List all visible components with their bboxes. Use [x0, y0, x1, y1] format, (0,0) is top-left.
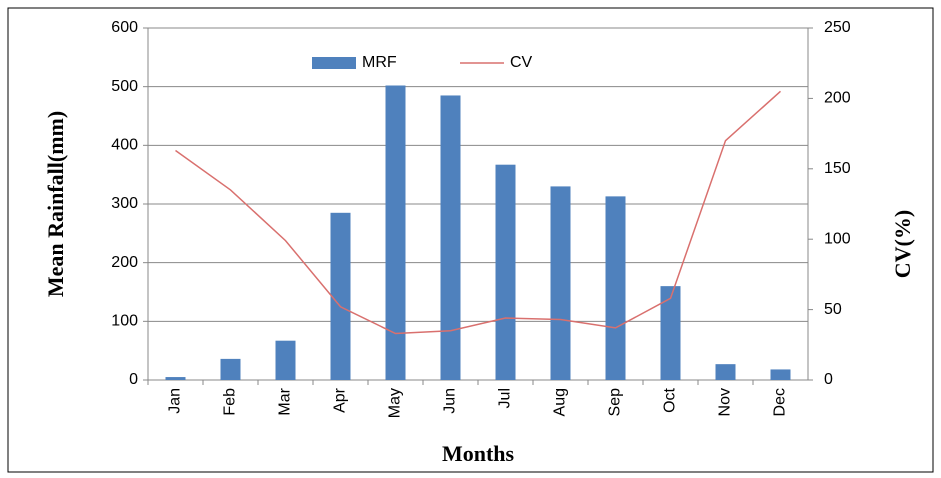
y-tick-label: 400 — [111, 137, 138, 154]
bar — [715, 364, 736, 380]
y-tick-label: 0 — [129, 371, 138, 388]
x-tick-label: Nov — [717, 388, 734, 416]
bar — [660, 286, 681, 380]
y-tick-label: 200 — [111, 254, 138, 271]
bar — [605, 196, 626, 380]
x-tick-label: Jun — [442, 388, 459, 414]
legend-label: CV — [510, 54, 533, 71]
y2-tick-label: 50 — [824, 301, 842, 318]
x-tick-label: Feb — [222, 388, 239, 416]
y-tick-label: 500 — [111, 78, 138, 95]
bar — [220, 358, 241, 380]
legend-swatch — [312, 57, 356, 69]
y-tick-label: 100 — [111, 313, 138, 330]
y2-tick-label: 150 — [824, 160, 851, 177]
y2-tick-label: 0 — [824, 371, 833, 388]
bar — [385, 85, 406, 380]
x-tick-label: Mar — [277, 387, 294, 415]
bar — [165, 377, 186, 380]
y-tick-label: 300 — [111, 195, 138, 212]
y2-tick-label: 200 — [824, 90, 851, 107]
line — [175, 90, 782, 335]
y2-tick-label: 250 — [824, 19, 851, 36]
bar — [550, 186, 571, 380]
frame — [7, 7, 934, 473]
y2-axis-label: CV(%) — [890, 210, 915, 278]
x-axis-label: Months — [442, 441, 515, 466]
y-tick-label: 600 — [111, 19, 138, 36]
bar — [275, 340, 296, 380]
bar — [440, 95, 461, 380]
x-tick-label: Dec — [772, 388, 789, 416]
x-tick-label: Jan — [167, 388, 184, 414]
x-tick-label: May — [387, 388, 404, 418]
bar — [330, 212, 351, 380]
x-tick-label: Sep — [607, 388, 624, 417]
x-tick-label: Apr — [332, 387, 349, 413]
x-tick-label: Oct — [662, 387, 679, 412]
legend-label: MRF — [362, 54, 397, 71]
y2-tick-label: 100 — [824, 230, 851, 247]
x-tick-label: Jul — [497, 388, 514, 408]
y-axis-label: Mean Rainfall(mm) — [43, 111, 68, 297]
bar — [495, 164, 516, 380]
bar — [770, 369, 791, 380]
x-tick-label: Aug — [552, 388, 569, 416]
